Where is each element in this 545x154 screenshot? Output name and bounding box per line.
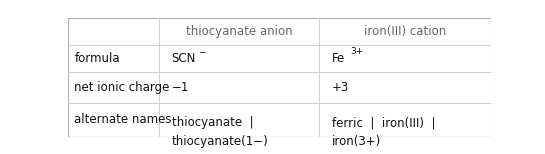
Text: ferric  |  iron(III)  |
iron(3+): ferric | iron(III) | iron(3+): [332, 116, 435, 148]
Text: formula: formula: [75, 52, 120, 65]
Text: thiocyanate anion: thiocyanate anion: [186, 25, 293, 38]
Text: −: −: [198, 47, 205, 57]
Text: thiocyanate  |
thiocyanate(1−): thiocyanate | thiocyanate(1−): [172, 116, 268, 148]
Text: SCN: SCN: [172, 52, 196, 65]
Text: alternate names: alternate names: [75, 113, 172, 126]
Text: 3+: 3+: [350, 47, 364, 57]
Text: net ionic charge: net ionic charge: [75, 81, 170, 94]
Text: Fe: Fe: [332, 52, 346, 65]
Text: +3: +3: [332, 81, 349, 94]
Text: −1: −1: [172, 81, 189, 94]
Text: iron(III) cation: iron(III) cation: [364, 25, 446, 38]
